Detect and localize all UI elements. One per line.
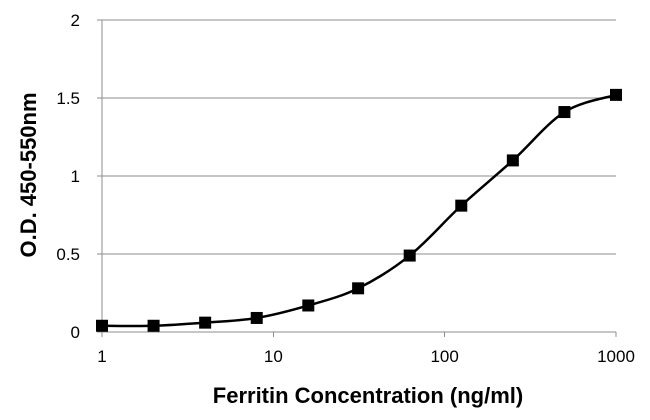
data-point-marker bbox=[506, 154, 519, 167]
y-tick-label: 1.5 bbox=[56, 89, 80, 108]
data-point-marker bbox=[455, 199, 468, 212]
x-tick-label: 1 bbox=[97, 347, 106, 366]
axes bbox=[97, 19, 617, 337]
y-tick-label: 0 bbox=[71, 323, 80, 342]
data-point-marker bbox=[250, 311, 263, 324]
y-tick-label: 0.5 bbox=[56, 245, 80, 264]
data-point-marker bbox=[403, 249, 416, 262]
y-tick-label: 1 bbox=[71, 167, 80, 186]
data-point-marker bbox=[147, 319, 160, 332]
data-point-marker bbox=[302, 299, 315, 312]
data-point-marker bbox=[199, 316, 212, 329]
data-point-marker bbox=[558, 106, 571, 119]
data-point-marker bbox=[610, 88, 622, 101]
data-point-marker bbox=[96, 319, 108, 332]
x-axis-title: Ferritin Concentration (ng/ml) bbox=[213, 383, 523, 408]
data-series bbox=[96, 88, 622, 332]
x-tick-label: 100 bbox=[430, 347, 458, 366]
x-tick-label: 1000 bbox=[597, 347, 635, 366]
data-point-marker bbox=[352, 282, 365, 295]
gridlines bbox=[102, 19, 616, 255]
y-axis-title: O.D. 450-550nm bbox=[16, 92, 41, 257]
tick-labels: 0 0.5 1 1.5 2 1 10 100 1000 bbox=[56, 11, 635, 366]
x-tick-label: 10 bbox=[264, 347, 283, 366]
y-tick-label: 2 bbox=[71, 11, 80, 30]
